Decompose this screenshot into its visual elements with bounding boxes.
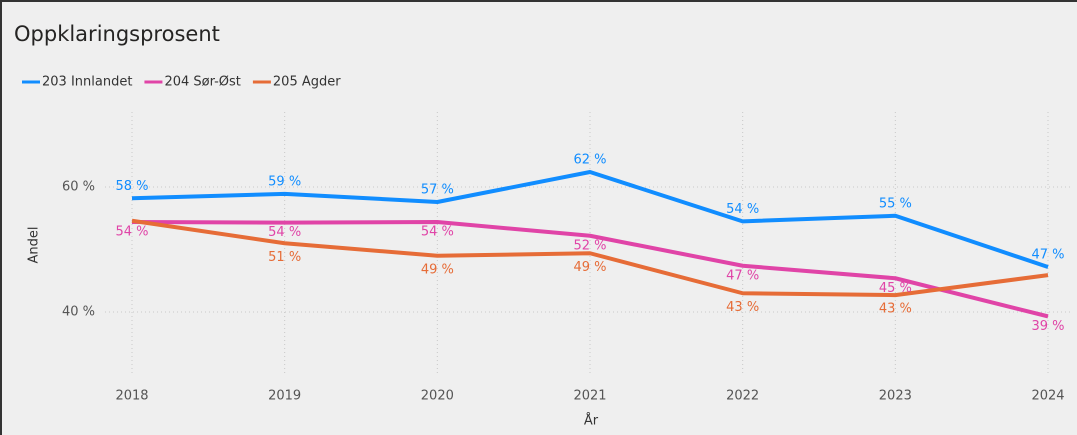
legend-label: 205 Agder [273,75,341,90]
data-label: 54 % [726,202,759,217]
x-tick-label: 2020 [421,389,454,404]
data-label: 45 % [879,281,912,296]
y-tick-label: 40 % [62,305,95,320]
data-label: 47 % [1031,248,1064,263]
y-tick-label: 60 % [62,180,95,195]
x-tick-label: 2024 [1031,389,1064,404]
series-line [131,170,1049,269]
data-label: 49 % [573,260,606,275]
legend-label: 204 Sør-Øst [164,75,240,90]
x-tick-label: 2022 [726,389,759,404]
data-label: 59 % [268,174,301,189]
y-axis-title: Andel [27,227,42,264]
x-tick-label: 2023 [879,389,912,404]
data-label: 43 % [879,302,912,317]
data-label: 49 % [421,262,454,277]
data-label: 47 % [726,268,759,283]
data-label: 58 % [115,179,148,194]
data-label: 62 % [573,153,606,168]
series-line [131,218,1049,298]
data-label: 57 % [421,183,454,198]
data-label: 51 % [268,250,301,265]
data-label: 54 % [115,225,148,240]
legend-label: 203 Innlandet [42,75,132,90]
x-axis-title: År [584,413,599,429]
x-tick-label: 2018 [115,389,148,404]
data-label: 39 % [1031,319,1064,334]
x-tick-label: 2021 [573,389,606,404]
data-label: 54 % [268,225,301,240]
data-label: 52 % [573,238,606,253]
series-line [131,220,1049,319]
data-label: 43 % [726,300,759,315]
data-label: 54 % [421,225,454,240]
chart-title: Oppklaringsprosent [14,22,220,46]
data-label: 55 % [879,196,912,211]
x-tick-label: 2019 [268,389,301,404]
